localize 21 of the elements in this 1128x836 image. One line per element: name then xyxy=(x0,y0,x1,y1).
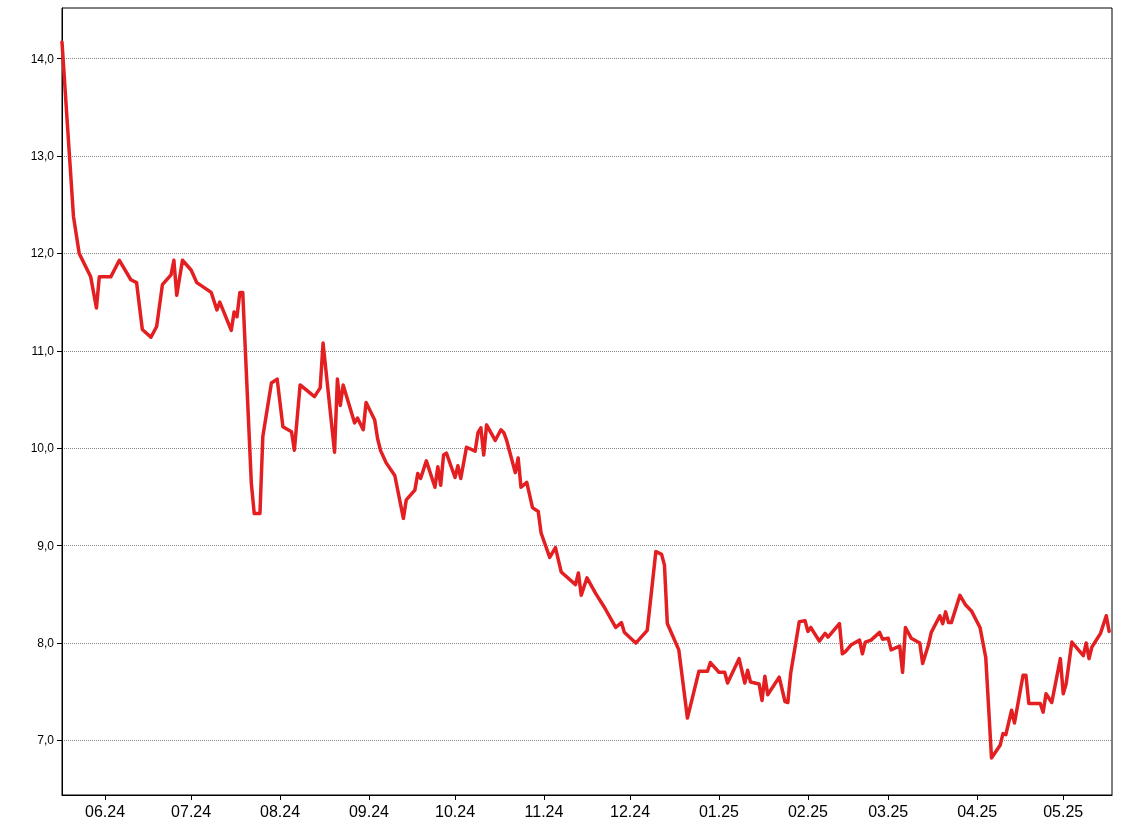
x-tick-label: 12.24 xyxy=(610,802,651,820)
y-tick-label: 10,0 xyxy=(30,441,55,456)
x-tick-label: 03.25 xyxy=(868,802,909,820)
x-tick-label: 04.25 xyxy=(957,802,998,820)
x-tick-label: 06.24 xyxy=(85,802,126,820)
x-tick-label: 10.24 xyxy=(435,802,476,820)
x-tick-label: 08.24 xyxy=(260,802,301,820)
x-tick-label: 11.24 xyxy=(524,802,564,820)
line-series xyxy=(60,40,1111,760)
x-tick-label: 09.24 xyxy=(348,802,390,820)
y-tick-label: 12,0 xyxy=(30,246,55,261)
x-tick-label: 01.25 xyxy=(698,802,740,820)
x-tick-label: 07.24 xyxy=(171,802,212,820)
y-tick-label: 14,0 xyxy=(30,51,55,66)
y-tick-label: 8,0 xyxy=(37,636,55,651)
y-tick-label: 9,0 xyxy=(37,538,55,553)
y-tick-label: 13,0 xyxy=(30,149,55,164)
x-tick-label: 05.25 xyxy=(1043,802,1084,820)
y-tick-label: 11,0 xyxy=(31,343,55,358)
y-tick-label: 7,0 xyxy=(37,733,55,748)
x-tick-label: 02.25 xyxy=(787,802,829,820)
